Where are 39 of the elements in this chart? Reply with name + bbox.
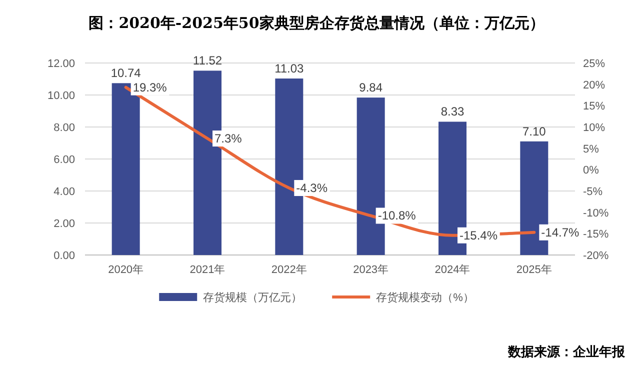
data-label: 19.3% (132, 80, 168, 94)
y-tick-label: 2.00 (54, 218, 75, 230)
source-note: 数据来源：企业年报 (507, 344, 626, 359)
data-label: -10.8% (378, 208, 416, 223)
chart-title: 图：2020年-2025年50家典型房企存货总量情况（单位：万亿元） (88, 14, 544, 32)
data-label: 9.84 (359, 80, 383, 95)
x-tick-label: 2024年 (434, 264, 470, 276)
data-label: 8.33 (440, 104, 464, 119)
data-label: -15.4% (460, 228, 498, 242)
data-label: -14.7% (541, 225, 580, 240)
y2-tick-label: 20% (583, 79, 606, 92)
y2-tick-label: -5% (583, 186, 603, 198)
legend-label: 存货规模变动（%） (376, 291, 474, 304)
x-tick-label: 2021年 (190, 264, 226, 276)
data-label: 10.74 (110, 66, 142, 80)
y2-tick-label: 5% (583, 143, 600, 156)
y-tick-label: 6.00 (54, 154, 75, 166)
y2-tick-label: 0% (583, 164, 600, 177)
x-tick-label: 2022年 (271, 264, 307, 276)
data-label: 11.03 (274, 62, 304, 76)
y-tick-label: 8.00 (54, 122, 75, 134)
y-tick-label: 10.00 (47, 90, 75, 102)
y2-tick-label: 25% (583, 58, 606, 70)
data-label: 11.52 (192, 54, 222, 68)
y2-tick-label: -20% (583, 250, 609, 262)
y-tick-label: 0.00 (54, 250, 75, 262)
data-label: -4.3% (296, 181, 328, 196)
y2-tick-label: 10% (583, 122, 606, 134)
x-tick-label: 2025年 (516, 264, 552, 276)
y-tick-label: 4.00 (54, 186, 75, 198)
data-label: 7.3% (214, 132, 242, 146)
x-tick-label: 2020年 (108, 264, 144, 276)
y-tick-label: 12.00 (47, 58, 75, 70)
y2-tick-label: 15% (583, 100, 606, 113)
data-label: 7.10 (522, 124, 546, 138)
x-tick-label: 2023年 (353, 264, 389, 276)
y2-tick-label: -10% (583, 207, 609, 220)
y2-tick-label: -15% (583, 228, 609, 241)
legend-label: 存货规模（万亿元） (203, 292, 302, 304)
